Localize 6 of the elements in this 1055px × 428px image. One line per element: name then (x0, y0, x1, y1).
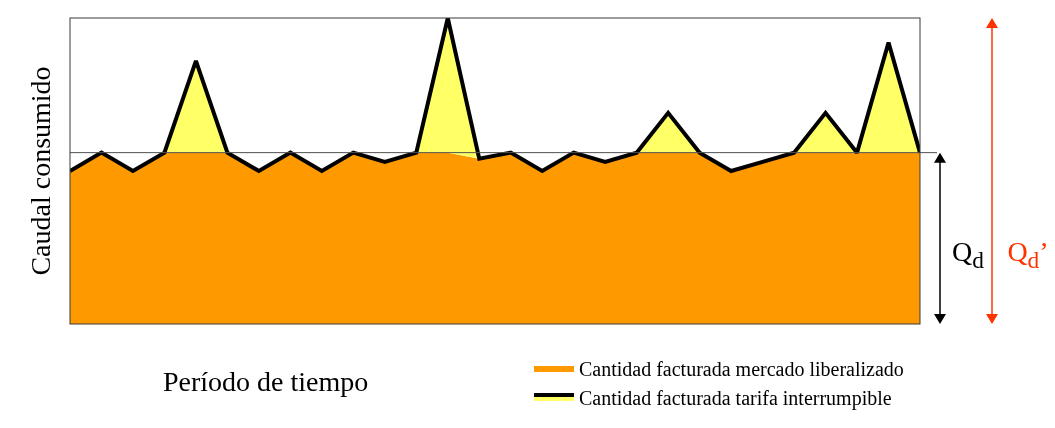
legend-label: Cantidad facturada tarifa interrumpible (579, 386, 892, 410)
legend-label: Cantidad facturada mercado liberalizado (579, 357, 904, 380)
x-axis-title: Período de tiempo (163, 366, 369, 397)
text: Q$_{d}$ (952, 236, 984, 275)
text: Q$_{d}$’ (1007, 236, 1049, 275)
y-axis-title: Caudal consumido (24, 66, 56, 276)
